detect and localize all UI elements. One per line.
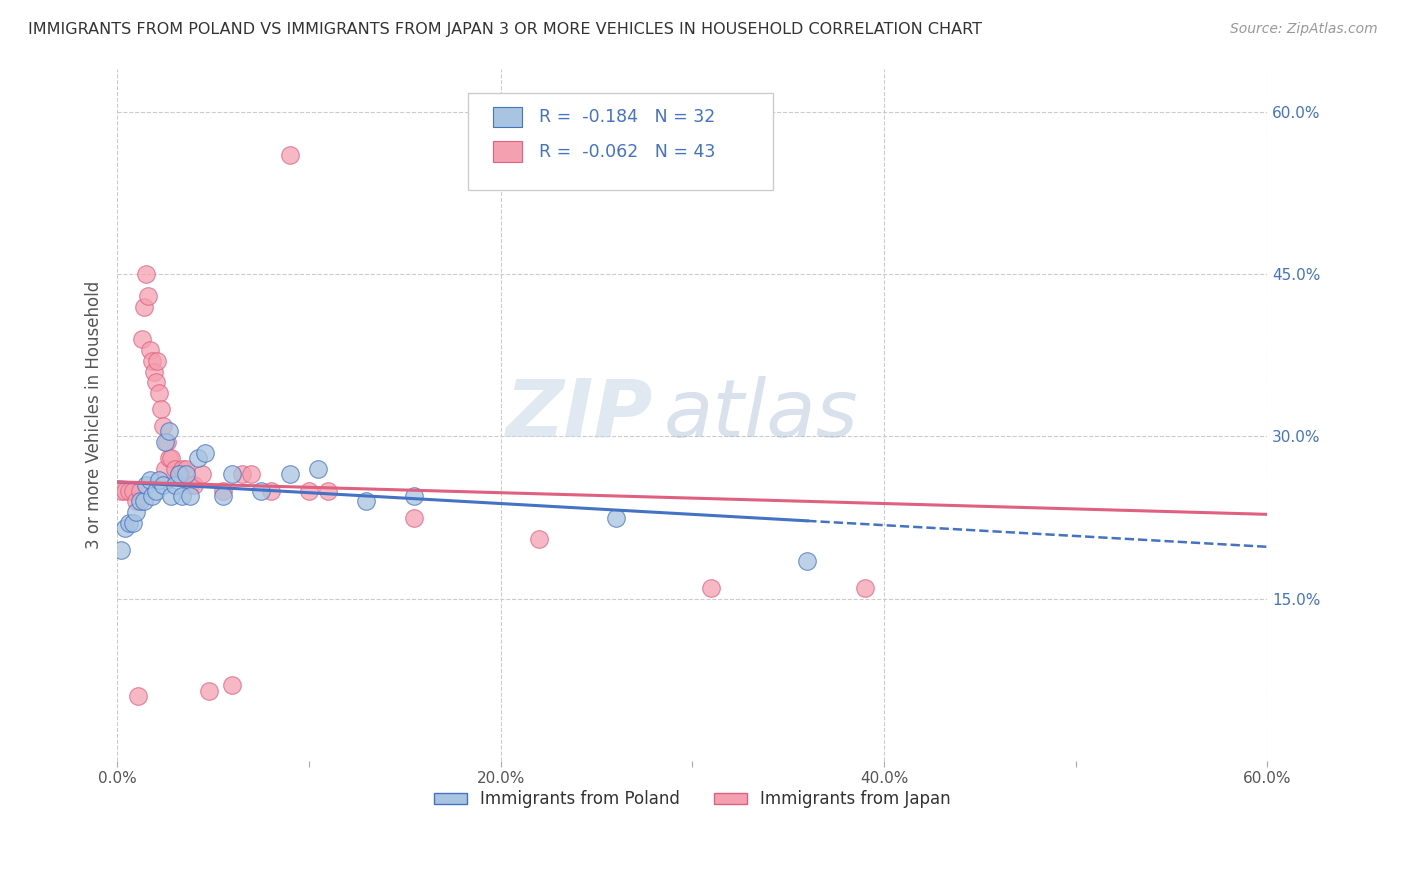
Point <box>179 489 201 503</box>
Point <box>211 489 233 503</box>
Point <box>174 462 197 476</box>
Y-axis label: 3 or more Vehicles in Household: 3 or more Vehicles in Household <box>86 281 103 549</box>
Point <box>221 678 243 692</box>
Point <box>240 467 263 482</box>
Point <box>132 494 155 508</box>
Point <box>404 510 426 524</box>
Point <box>190 467 212 482</box>
Point <box>142 364 165 378</box>
Point <box>853 581 876 595</box>
Point <box>527 533 550 547</box>
Point <box>404 489 426 503</box>
Point <box>259 483 281 498</box>
Point <box>172 462 194 476</box>
Point <box>131 332 153 346</box>
Point <box>139 343 162 357</box>
Point <box>157 424 180 438</box>
Point <box>125 505 148 519</box>
Point <box>148 386 170 401</box>
Point <box>110 483 132 498</box>
Point <box>150 402 173 417</box>
Point <box>132 300 155 314</box>
Point <box>174 467 197 482</box>
Text: Source: ZipAtlas.com: Source: ZipAtlas.com <box>1230 22 1378 37</box>
Text: atlas: atlas <box>664 376 858 454</box>
Point <box>152 478 174 492</box>
Point <box>121 516 143 530</box>
FancyBboxPatch shape <box>468 93 773 190</box>
Point <box>356 494 378 508</box>
Point <box>167 467 190 482</box>
Point <box>198 683 221 698</box>
Text: R =  -0.184   N = 32: R = -0.184 N = 32 <box>540 108 716 126</box>
Point <box>139 473 162 487</box>
Text: ZIP: ZIP <box>505 376 652 454</box>
Point <box>278 148 301 162</box>
Point <box>179 478 201 492</box>
Point <box>127 689 149 703</box>
Point <box>114 521 136 535</box>
Point <box>211 483 233 498</box>
Point <box>141 489 163 503</box>
FancyBboxPatch shape <box>494 141 522 162</box>
Point <box>163 462 186 476</box>
Point <box>156 434 179 449</box>
Point <box>160 489 183 503</box>
Point <box>250 483 273 498</box>
Point <box>135 478 157 492</box>
Point <box>153 434 176 449</box>
Point <box>163 478 186 492</box>
Point <box>153 462 176 476</box>
Point <box>278 467 301 482</box>
Point <box>172 489 194 503</box>
Point <box>167 467 190 482</box>
Point <box>148 473 170 487</box>
Point <box>118 516 141 530</box>
Point <box>221 467 243 482</box>
FancyBboxPatch shape <box>494 107 522 128</box>
Point <box>141 353 163 368</box>
Point <box>118 483 141 498</box>
Point <box>135 267 157 281</box>
Point <box>160 451 183 466</box>
Point <box>145 483 167 498</box>
Point <box>231 467 253 482</box>
Point <box>136 289 159 303</box>
Point <box>152 418 174 433</box>
Point <box>700 581 723 595</box>
Point <box>308 462 330 476</box>
Point <box>121 483 143 498</box>
Point <box>194 445 217 459</box>
Point <box>157 451 180 466</box>
Point <box>796 554 818 568</box>
Point <box>110 543 132 558</box>
Point <box>114 483 136 498</box>
Point <box>298 483 321 498</box>
Point <box>605 510 627 524</box>
Point <box>125 494 148 508</box>
Point <box>316 483 339 498</box>
Point <box>145 376 167 390</box>
Text: IMMIGRANTS FROM POLAND VS IMMIGRANTS FROM JAPAN 3 OR MORE VEHICLES IN HOUSEHOLD : IMMIGRANTS FROM POLAND VS IMMIGRANTS FRO… <box>28 22 983 37</box>
Point <box>183 478 205 492</box>
Point <box>146 353 169 368</box>
Legend: Immigrants from Poland, Immigrants from Japan: Immigrants from Poland, Immigrants from … <box>427 784 957 815</box>
Text: R =  -0.062   N = 43: R = -0.062 N = 43 <box>540 143 716 161</box>
Point <box>187 451 209 466</box>
Point <box>129 483 152 498</box>
Point <box>129 494 152 508</box>
